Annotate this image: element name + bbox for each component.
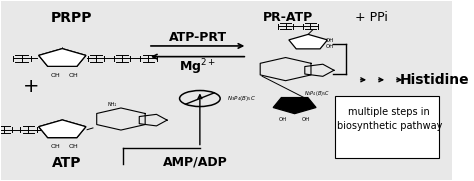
Polygon shape (39, 49, 86, 66)
Text: ATP-PRT: ATP-PRT (169, 31, 227, 44)
Text: OH: OH (51, 144, 60, 149)
Text: NH₂: NH₂ (107, 102, 117, 107)
Text: PR-ATP: PR-ATP (263, 11, 313, 24)
Text: multiple steps in
biosynthetic pathway: multiple steps in biosynthetic pathway (337, 107, 442, 131)
Text: + PPi: + PPi (355, 11, 388, 24)
Text: OH: OH (326, 44, 335, 49)
Polygon shape (39, 49, 86, 66)
Text: $N_3P_4(B)_5C$: $N_3P_4(B)_5C$ (227, 94, 256, 103)
Polygon shape (39, 120, 86, 138)
Text: OH: OH (326, 38, 335, 43)
Polygon shape (289, 34, 328, 49)
Polygon shape (39, 120, 86, 138)
Text: Mg$^{2+}$: Mg$^{2+}$ (179, 58, 216, 77)
Text: OH: OH (69, 73, 78, 78)
Polygon shape (273, 98, 316, 114)
Polygon shape (39, 49, 86, 66)
Text: OH: OH (69, 144, 78, 149)
FancyBboxPatch shape (335, 96, 439, 158)
Text: AMP/ADP: AMP/ADP (163, 155, 228, 168)
Text: $N_3P_4(B)_5C$: $N_3P_4(B)_5C$ (304, 89, 330, 98)
Polygon shape (39, 120, 86, 138)
Text: OH: OH (279, 117, 288, 122)
Text: Histidine: Histidine (400, 73, 469, 87)
Text: +: + (22, 77, 39, 96)
Text: OH: OH (51, 73, 60, 78)
Text: PRPP: PRPP (51, 11, 92, 25)
Text: OH: OH (301, 117, 310, 122)
Text: ATP: ATP (52, 156, 82, 170)
